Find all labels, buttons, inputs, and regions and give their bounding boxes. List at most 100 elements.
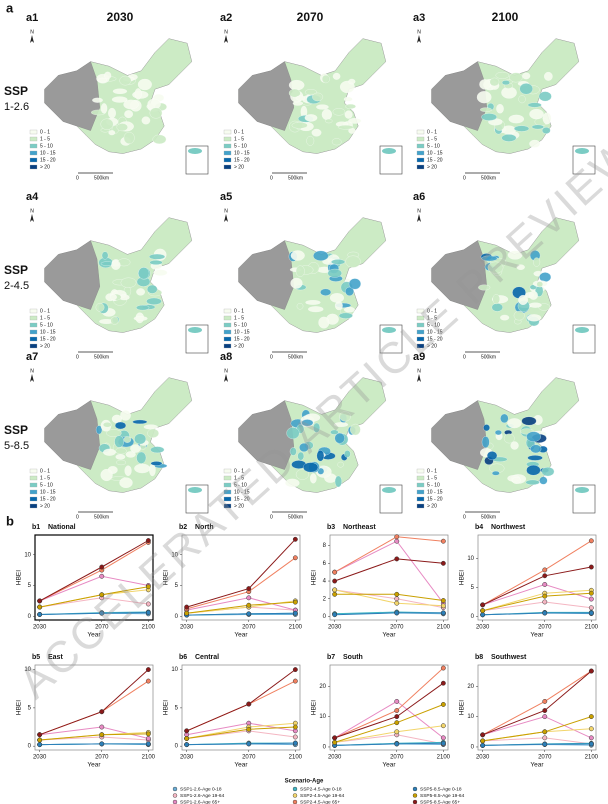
x-tick-label: 2030 xyxy=(180,625,194,631)
data-point xyxy=(542,698,548,704)
data-point xyxy=(332,591,338,597)
data-point xyxy=(292,678,298,684)
data-point xyxy=(99,732,105,738)
y-axis-label: HBEI xyxy=(163,700,170,715)
map-region xyxy=(120,410,131,421)
y-tick-label: 20 xyxy=(467,684,474,690)
map-region xyxy=(150,461,163,466)
map-region xyxy=(305,300,321,305)
legend-marker xyxy=(172,786,178,792)
data-point xyxy=(145,678,151,684)
data-point xyxy=(99,573,105,579)
map-legend-label: 10 - 15 xyxy=(234,150,250,156)
map-legend-label: 0 - 1 xyxy=(234,129,244,135)
chart-title: Northeast xyxy=(343,524,376,531)
data-point xyxy=(184,610,190,616)
map-region xyxy=(491,303,503,312)
y-tick-label: 0 xyxy=(28,614,32,620)
map-region xyxy=(348,278,361,290)
north-label: N xyxy=(30,208,34,214)
x-tick-label: 2030 xyxy=(180,755,194,761)
map-no-data xyxy=(431,240,488,310)
map-legend-swatch xyxy=(223,315,232,321)
map-legend-swatch xyxy=(416,164,425,170)
map-legend-label: 10 - 15 xyxy=(427,329,443,335)
data-point xyxy=(99,741,105,747)
map-legend-swatch xyxy=(416,343,425,349)
row-label: 1-2.6 xyxy=(4,101,29,113)
y-tick-label: 0 xyxy=(471,614,475,620)
map-region xyxy=(123,99,139,110)
map-region xyxy=(529,108,544,120)
scale-label: 500km xyxy=(481,514,496,520)
map-legend-label: 0 - 1 xyxy=(40,129,50,135)
data-point xyxy=(542,735,548,741)
map-legend-swatch xyxy=(29,329,38,335)
map-region xyxy=(137,78,152,91)
map-region xyxy=(119,75,132,86)
data-point xyxy=(394,600,400,606)
data-point xyxy=(332,735,338,741)
map-legend-label: 15 - 20 xyxy=(234,157,250,163)
data-point xyxy=(588,741,594,747)
map-region xyxy=(334,432,345,444)
map-region xyxy=(289,447,297,456)
map-region xyxy=(134,433,147,445)
map-region xyxy=(310,473,317,484)
map-legend-label: > 20 xyxy=(234,164,244,170)
map-region xyxy=(290,277,303,289)
north-arrow xyxy=(30,214,34,222)
x-tick-label: 2070 xyxy=(390,625,404,631)
map-legend-label: 0 - 1 xyxy=(427,468,437,474)
x-tick-label: 2100 xyxy=(437,755,451,761)
map-region xyxy=(138,267,150,280)
north-label: N xyxy=(417,208,421,214)
map-legend-swatch xyxy=(223,496,232,502)
map-no-data xyxy=(431,400,488,470)
map-legend-label: 5 - 10 xyxy=(234,322,247,328)
x-axis-label: Year xyxy=(87,762,101,769)
x-axis-label: Year xyxy=(530,632,544,639)
data-point xyxy=(184,742,190,748)
scale-label: 500km xyxy=(288,175,303,181)
map-region xyxy=(329,293,344,303)
data-point xyxy=(37,604,43,610)
map-region xyxy=(330,429,339,435)
x-tick-label: 2070 xyxy=(242,625,256,631)
scale-label: 500km xyxy=(481,175,496,181)
data-point xyxy=(145,601,151,607)
data-point xyxy=(99,724,105,730)
map-region xyxy=(334,301,343,311)
map-region xyxy=(332,72,341,80)
data-point xyxy=(480,612,486,618)
map-region xyxy=(492,294,500,305)
x-axis-label: Year xyxy=(234,762,248,769)
map-inset-land xyxy=(575,487,589,493)
data-point xyxy=(37,742,43,748)
map-region xyxy=(301,419,314,427)
scale-label: 0 xyxy=(270,354,273,360)
map-region xyxy=(123,436,132,443)
x-axis-label: Year xyxy=(382,762,396,769)
data-point xyxy=(588,605,594,611)
map-legend-label: > 20 xyxy=(234,503,244,509)
data-point xyxy=(588,590,594,596)
chart-label: b3 xyxy=(327,524,335,531)
plot-frame xyxy=(329,664,449,751)
map-region xyxy=(111,260,121,270)
map-legend-label: 1 - 5 xyxy=(40,315,50,321)
y-tick-label: 4 xyxy=(323,579,327,585)
legend-title: Scenario-Age xyxy=(285,779,324,785)
map-region xyxy=(481,113,498,121)
map-legend-label: 15 - 20 xyxy=(427,157,443,163)
data-point xyxy=(440,740,446,746)
north-label: N xyxy=(30,29,34,35)
chart-label: b7 xyxy=(327,654,335,661)
data-point xyxy=(145,731,151,737)
map-region xyxy=(134,88,142,100)
map-region xyxy=(348,118,362,124)
map-legend-swatch xyxy=(223,157,232,163)
map-region xyxy=(297,451,305,461)
map-legend-label: > 20 xyxy=(40,164,50,170)
